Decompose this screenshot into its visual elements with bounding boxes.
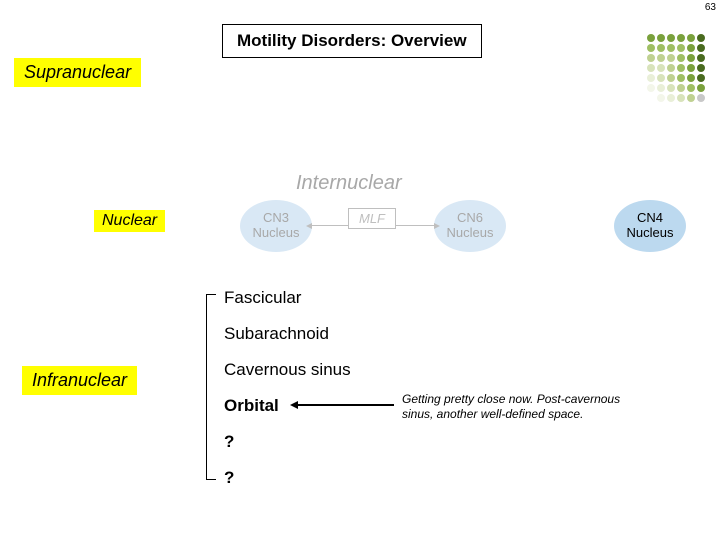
cn4-line2: Nucleus — [627, 226, 674, 241]
dot — [657, 84, 665, 92]
dot — [647, 34, 655, 42]
dot — [687, 74, 695, 82]
dot — [647, 44, 655, 52]
dot — [667, 74, 675, 82]
dot — [647, 84, 655, 92]
note-line2: sinus, another well-defined space. — [402, 407, 583, 421]
dot — [647, 74, 655, 82]
connector-mlf-cn6-head — [434, 223, 440, 229]
dot — [667, 84, 675, 92]
dot — [687, 54, 695, 62]
cn6-line1: CN6 — [457, 211, 483, 226]
dot — [677, 44, 685, 52]
dot — [667, 44, 675, 52]
item-subarachnoid: Subarachnoid — [224, 324, 329, 344]
decorative-dot-grid — [647, 34, 706, 103]
dot — [697, 44, 705, 52]
dot — [677, 54, 685, 62]
label-internuclear: Internuclear — [296, 172, 402, 195]
dot — [677, 64, 685, 72]
note-arrow-head — [290, 401, 298, 409]
dot — [667, 64, 675, 72]
label-infranuclear: Infranuclear — [22, 366, 137, 395]
dot — [697, 34, 705, 42]
item-cavernous: Cavernous sinus — [224, 360, 351, 380]
dot — [677, 74, 685, 82]
infranuclear-bracket — [206, 294, 216, 480]
dot — [657, 64, 665, 72]
dot — [687, 94, 695, 102]
slide-title: Motility Disorders: Overview — [222, 24, 482, 58]
dot — [677, 94, 685, 102]
cn3-nucleus: CN3 Nucleus — [240, 200, 312, 252]
dot — [697, 64, 705, 72]
dot — [647, 94, 655, 102]
dot — [657, 94, 665, 102]
cn3-line2: Nucleus — [253, 226, 300, 241]
connector-mlf-cn6 — [396, 225, 434, 226]
dot — [657, 54, 665, 62]
item-q1: ? — [224, 432, 234, 452]
dot — [687, 64, 695, 72]
note-arrow-line — [298, 404, 394, 406]
dot — [697, 54, 705, 62]
dot — [697, 84, 705, 92]
dot — [697, 74, 705, 82]
dot — [667, 94, 675, 102]
dot — [667, 54, 675, 62]
dot — [687, 44, 695, 52]
item-orbital: Orbital — [224, 396, 279, 416]
dot — [677, 34, 685, 42]
connector-cn3-mlf-head — [306, 223, 312, 229]
cn3-line1: CN3 — [263, 211, 289, 226]
cn6-line2: Nucleus — [447, 226, 494, 241]
mlf-box: MLF — [348, 208, 396, 229]
connector-cn3-mlf — [312, 225, 348, 226]
dot — [667, 34, 675, 42]
cn6-nucleus: CN6 Nucleus — [434, 200, 506, 252]
dot — [647, 64, 655, 72]
label-supranuclear: Supranuclear — [14, 58, 141, 87]
cn4-line1: CN4 — [637, 211, 663, 226]
dot — [657, 34, 665, 42]
note-text: Getting pretty close now. Post-cavernous… — [402, 392, 632, 422]
dot — [697, 94, 705, 102]
dot — [687, 34, 695, 42]
slide-number: 63 — [705, 2, 716, 13]
note-line1: Getting pretty close now. Post-cavernous — [402, 392, 620, 406]
dot — [657, 44, 665, 52]
item-q2: ? — [224, 468, 234, 488]
label-nuclear: Nuclear — [94, 210, 165, 232]
dot — [677, 84, 685, 92]
cn4-nucleus: CN4 Nucleus — [614, 200, 686, 252]
item-fascicular: Fascicular — [224, 288, 301, 308]
dot — [647, 54, 655, 62]
dot — [657, 74, 665, 82]
dot — [687, 84, 695, 92]
